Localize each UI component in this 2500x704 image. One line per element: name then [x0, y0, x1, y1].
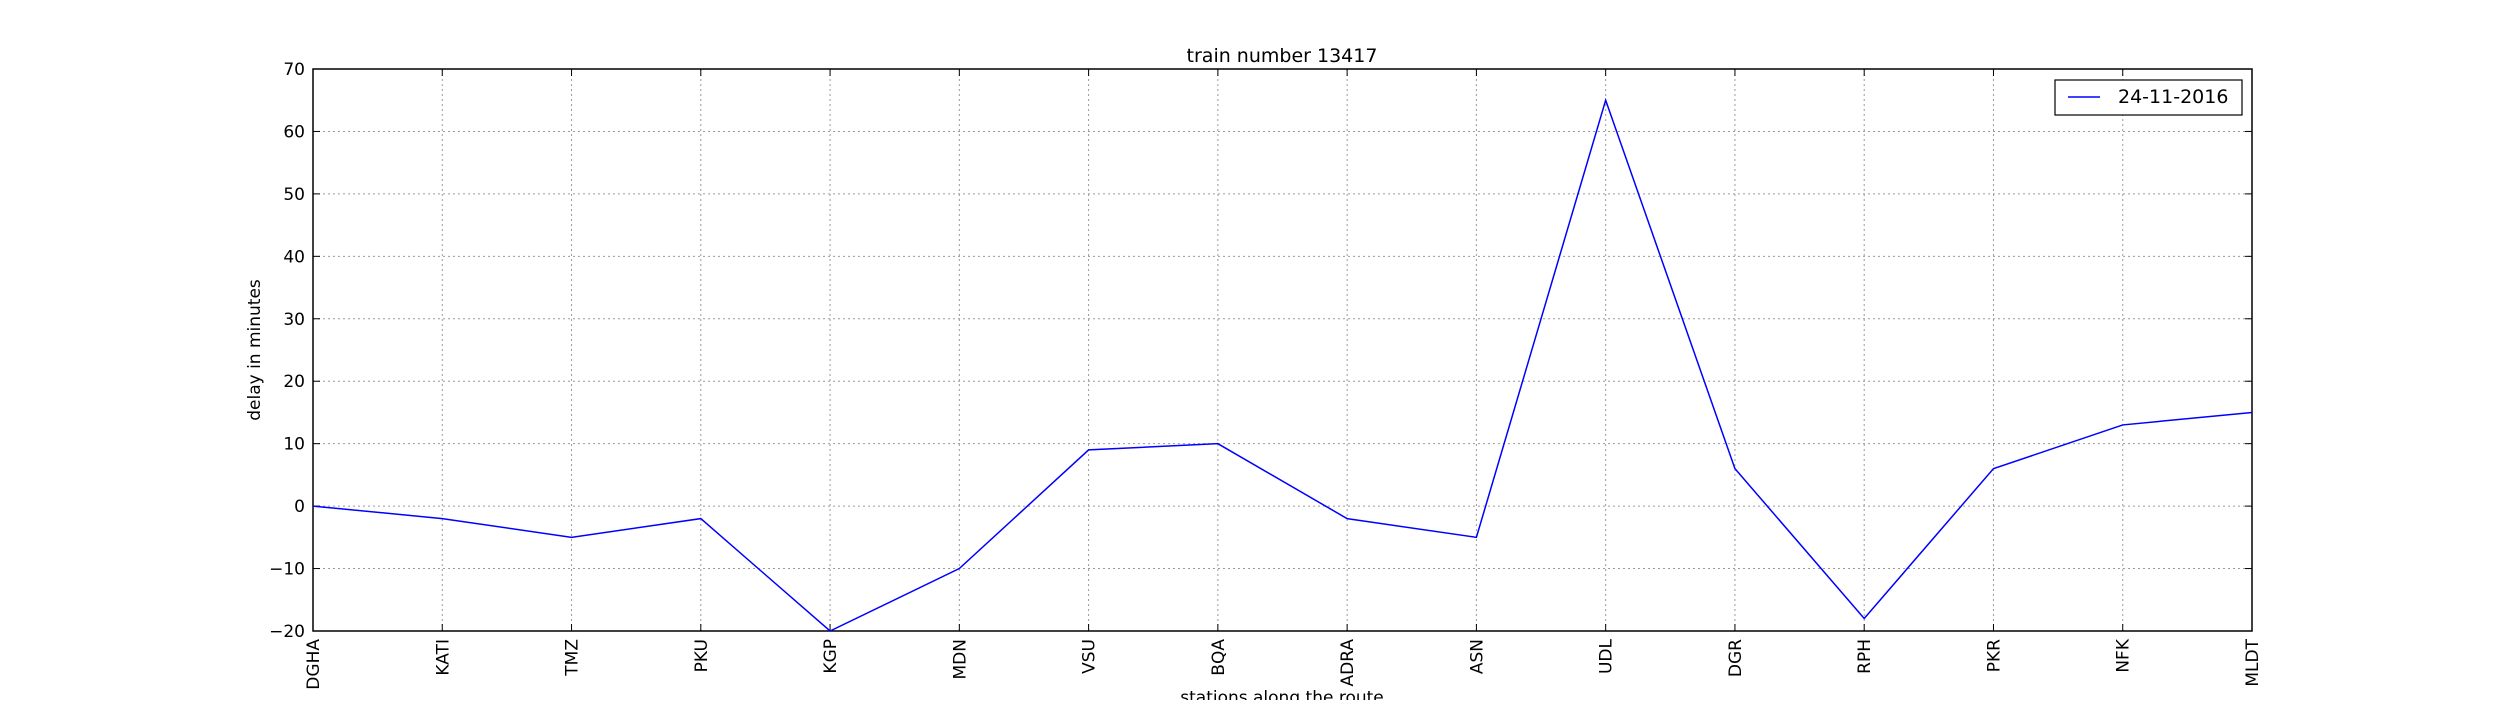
x-tick-label: DGHA — [304, 639, 324, 690]
x-axis: DGHA KATI TMZ PKU KGP MDN VSU BQA ADRA ASN UDL DGR R… — [304, 69, 2263, 690]
x-tick-label: KGP — [821, 639, 841, 674]
x-tick-label: ADRA — [1338, 639, 1358, 687]
x-tick-label: KATI — [433, 639, 453, 676]
legend: 24-11-2016 — [2054, 79, 2243, 116]
y-tick-label: 0 — [294, 497, 305, 517]
series-line-0 — [312, 97, 2253, 632]
x-tick-label: TMZ — [563, 639, 583, 677]
y-tick-label: −10 — [269, 560, 305, 580]
plot-area — [312, 68, 2253, 632]
x-axis-label: stations along the route — [1180, 688, 1384, 700]
series-group — [312, 97, 2253, 632]
y-tick-label: 50 — [283, 185, 305, 205]
y-tick-label: 30 — [283, 310, 305, 330]
y-tick-label: −20 — [269, 622, 305, 642]
x-tick-label: PKR — [1984, 639, 2004, 672]
x-tick-label: UDL — [1597, 638, 1617, 674]
x-tick-label: RPH — [1855, 639, 1875, 674]
y-axis-label: delay in minutes — [245, 279, 265, 421]
legend-label: 24-11-2016 — [2118, 86, 2228, 108]
x-tick-label: PKU — [692, 639, 712, 672]
x-tick-label: MLDT — [2243, 638, 2263, 686]
grid — [313, 69, 2252, 631]
x-tick-label: BQA — [1209, 639, 1229, 676]
x-tick-label: NFK — [2114, 638, 2134, 672]
x-tick-label: VSU — [1080, 639, 1100, 674]
y-tick-label: 40 — [283, 247, 305, 267]
y-tick-label: 20 — [283, 372, 305, 392]
y-tick-label: 10 — [283, 435, 305, 455]
y-axis: −20 −10 0 10 20 30 40 50 60 70 — [269, 60, 2252, 642]
chart-title: train number 13417 — [1187, 45, 1378, 67]
x-tick-label: ASN — [1467, 639, 1487, 674]
x-tick-label: MDN — [950, 639, 970, 679]
y-tick-label: 70 — [283, 60, 305, 80]
x-tick-label: DGR — [1726, 639, 1746, 677]
y-tick-label: 60 — [283, 122, 305, 142]
